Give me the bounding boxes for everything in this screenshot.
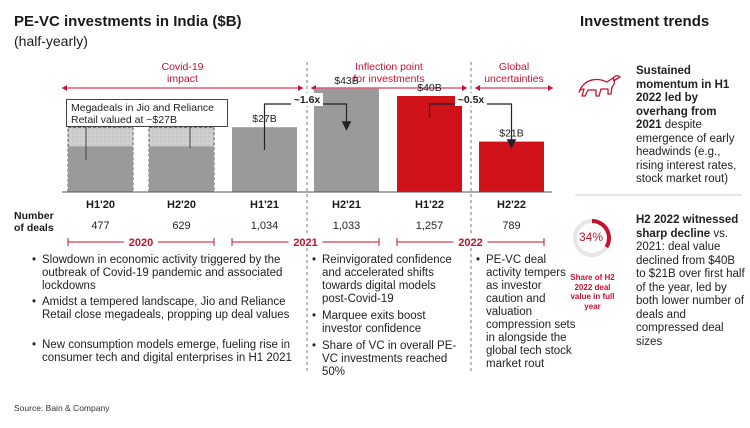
trend-item-2-bold: H2 2022 witnessed sharp decline xyxy=(636,214,739,240)
chart-title: PE-VC investments in India ($B) xyxy=(14,13,242,30)
deals-value: 477 xyxy=(91,220,109,232)
bull-icon xyxy=(578,74,621,97)
trend-item-1-rest: despite emergence of early headwinds (e.… xyxy=(636,119,737,185)
bar-value-label: $40B xyxy=(417,82,442,94)
decline-label-bg xyxy=(455,93,487,106)
phase-covid-arrow-left xyxy=(62,85,67,91)
megadeals-note: Megadeals in Jio and Reliance Retail val… xyxy=(66,99,228,127)
phase-covid-label-2: impact xyxy=(167,73,198,85)
bullet-item: Marquee exits boost investor confidence xyxy=(312,310,462,336)
bar xyxy=(68,146,133,192)
growth-label-bg xyxy=(291,93,323,106)
x-tick-label: H2'20 xyxy=(167,199,196,211)
x-tick-label: H2'21 xyxy=(332,199,361,211)
bullet-item: New consumption models emerge, fueling r… xyxy=(32,339,292,365)
phase-global-label-1: Global xyxy=(499,61,529,73)
bar-value-label: $43B xyxy=(334,75,359,87)
phase-covid-label-1: Covid-19 xyxy=(161,61,203,73)
share-percent: 34% xyxy=(578,230,604,244)
x-tick-label: H1'21 xyxy=(250,199,279,211)
bull-icon-shape xyxy=(578,74,621,97)
deals-label-line1: Number xyxy=(14,210,54,222)
bullet-item: Share of VC in overall PE-VC investments… xyxy=(312,340,462,379)
source-note: Source: Bain & Company xyxy=(14,403,110,413)
year-label-bg xyxy=(288,236,323,248)
year-label-bg xyxy=(453,236,488,248)
year-label-bg xyxy=(124,236,158,248)
growth-annotation: ~1.6x xyxy=(294,94,321,106)
trend-item-2-rest: vs. 2021: deal value declined from $40B … xyxy=(636,227,745,348)
year-label: 2022 xyxy=(458,237,482,249)
phase-inflection-label-2: for investments xyxy=(353,73,424,85)
bullet-item: PE-VC deal activity tempers as investor … xyxy=(476,254,576,371)
phase-global-arrow-right xyxy=(548,85,553,91)
deals-value: 1,034 xyxy=(251,220,279,232)
phase-global-label-2: uncertainties xyxy=(484,73,544,85)
deals-value: 789 xyxy=(502,220,520,232)
share-label: Share of H2 2022 deal value in full year xyxy=(570,273,615,311)
bar xyxy=(479,141,544,192)
x-tick-label: H1'20 xyxy=(86,199,115,211)
phase-inflection-arrow-right xyxy=(462,85,467,91)
x-tick-label: H2'22 xyxy=(497,199,526,211)
year-label: 2020 xyxy=(129,237,153,249)
megadeals-note-text: Megadeals in Jio and Reliance Retail val… xyxy=(71,102,215,126)
decline-annotation: ~0.5x xyxy=(458,94,485,106)
bullet-item: Reinvigorated confidence and accelerated… xyxy=(312,254,462,306)
bar xyxy=(149,146,214,192)
phase-inflection-label-1: Inflection point xyxy=(355,61,423,73)
deals-value: 1,257 xyxy=(416,220,444,232)
trends-title: Investment trends xyxy=(580,13,710,30)
x-tick-label: H1'22 xyxy=(415,199,444,211)
bullet-item: Amidst a tempered landscape, Jio and Rel… xyxy=(32,296,292,322)
chart-subtitle: (half-yearly) xyxy=(14,33,88,49)
trend-item-1-bold: Sustained momentum in H1 2022 led by ove… xyxy=(636,65,730,131)
year-label: 2021 xyxy=(293,237,317,249)
deals-label-line2: of deals xyxy=(14,222,54,234)
deals-value: 629 xyxy=(172,220,190,232)
deals-value: 1,033 xyxy=(333,220,361,232)
bullet-item: Slowdown in economic activity triggered … xyxy=(32,254,292,293)
phase-covid-arrow-right xyxy=(298,85,303,91)
phase-global-arrow-left xyxy=(475,85,480,91)
trend-item-2: H2 2022 witnessed sharp decline vs. 2021… xyxy=(636,214,746,349)
trend-item-1: Sustained momentum in H1 2022 led by ove… xyxy=(636,65,742,187)
share-donut-arc xyxy=(591,219,611,249)
